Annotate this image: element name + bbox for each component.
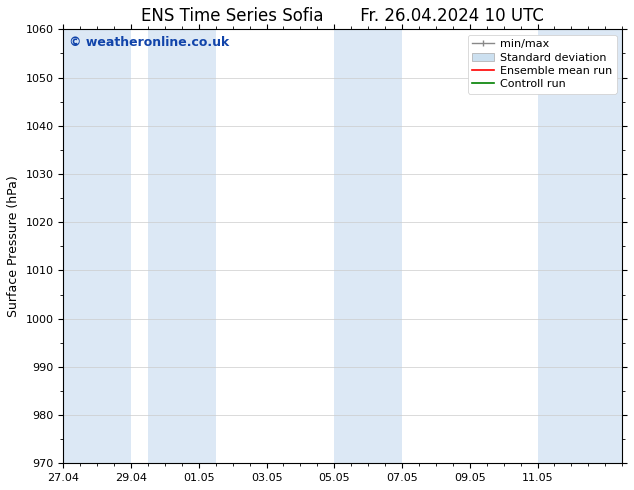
Bar xyxy=(63,29,131,464)
Bar xyxy=(334,29,402,464)
Legend: min/max, Standard deviation, Ensemble mean run, Controll run: min/max, Standard deviation, Ensemble me… xyxy=(468,35,617,94)
Title: ENS Time Series Sofia       Fr. 26.04.2024 10 UTC: ENS Time Series Sofia Fr. 26.04.2024 10 … xyxy=(141,7,544,25)
Text: © weatheronline.co.uk: © weatheronline.co.uk xyxy=(69,36,229,49)
Bar xyxy=(148,29,216,464)
Y-axis label: Surface Pressure (hPa): Surface Pressure (hPa) xyxy=(7,175,20,317)
Bar xyxy=(538,29,622,464)
